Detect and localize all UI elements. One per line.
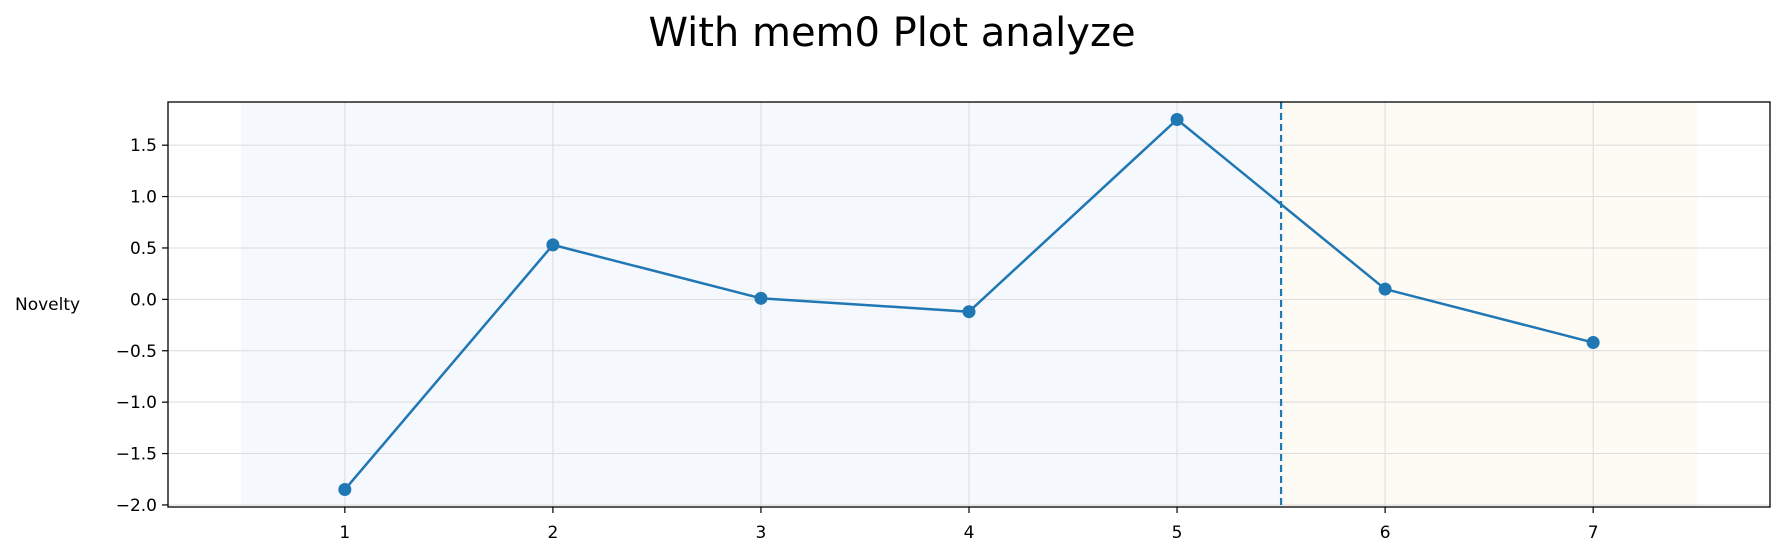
data-point-7 <box>1586 336 1600 350</box>
y-tick-label: −1.5 <box>116 445 157 465</box>
y-tick-label: −1.0 <box>116 393 157 413</box>
y-tick-label: 1.0 <box>130 188 157 208</box>
y-tick-label: 0.0 <box>130 290 157 310</box>
x-tick-label: 3 <box>756 523 767 543</box>
x-tick-label: 5 <box>1172 523 1183 543</box>
data-point-2 <box>546 238 560 252</box>
x-tick-label: 2 <box>547 523 558 543</box>
data-point-6 <box>1378 282 1392 296</box>
x-tick-label: 4 <box>964 523 975 543</box>
data-point-4 <box>962 305 976 319</box>
x-tick-label: 7 <box>1588 523 1599 543</box>
x-tick-label: 6 <box>1380 523 1391 543</box>
data-point-5 <box>1170 112 1184 126</box>
x-tick-label: 1 <box>339 523 350 543</box>
y-tick-label: −2.0 <box>116 496 157 516</box>
plot-area: 1 2 3 4 5 6 7 1.5 1.0 0.5 0.0 −0.5 −1.0 −1.5 −2.0 <box>116 101 1771 543</box>
data-point-3 <box>754 291 768 305</box>
chart-title: With mem0 Plot analyze <box>648 10 1135 56</box>
y-tick-label: 1.5 <box>130 136 157 156</box>
y-tick-label: 0.5 <box>130 239 157 259</box>
y-axis-label: Novelty <box>15 295 80 315</box>
data-point-1 <box>338 483 352 497</box>
y-tick-label: −0.5 <box>116 342 157 362</box>
shaded-region-2 <box>1281 102 1698 507</box>
